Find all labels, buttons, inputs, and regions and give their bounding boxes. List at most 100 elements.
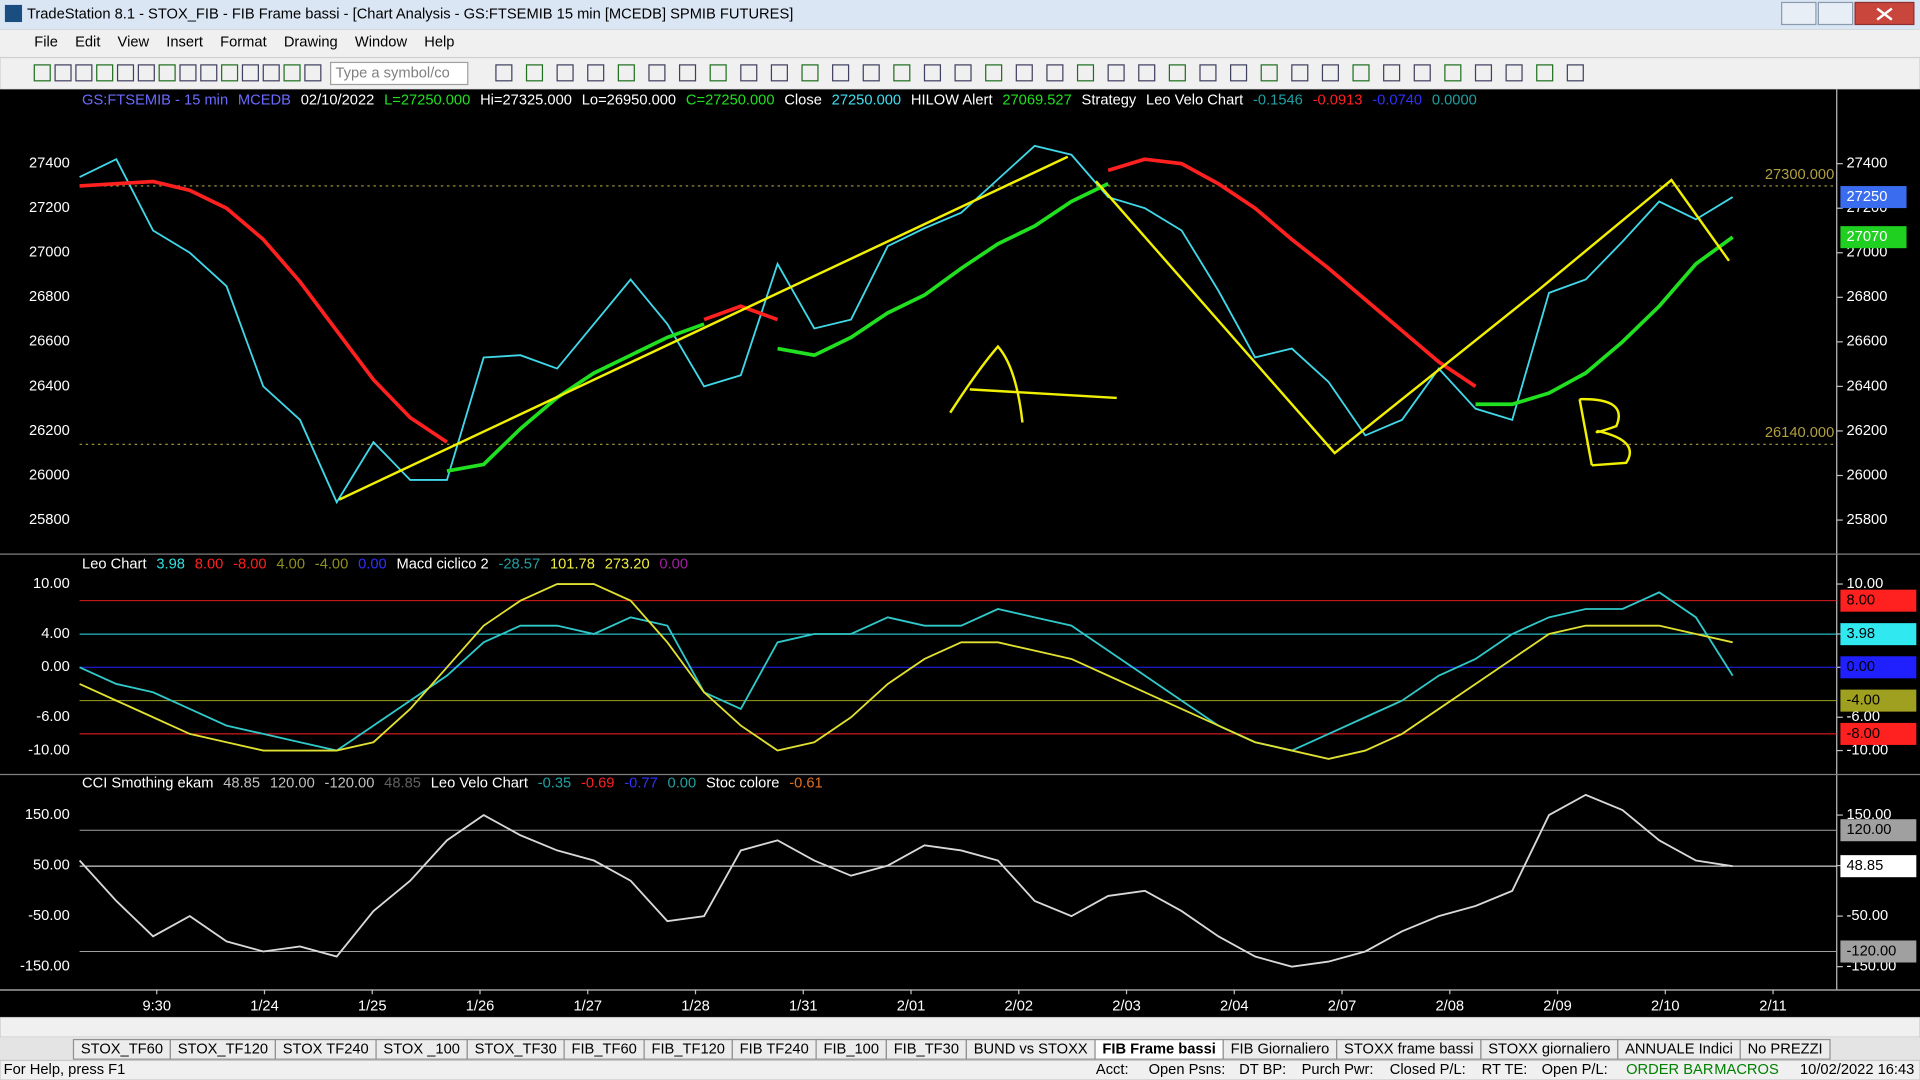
tool-icon[interactable] (954, 64, 972, 82)
tool-icon[interactable] (923, 64, 942, 82)
tool-icon[interactable] (1260, 64, 1278, 82)
minimize-button[interactable] (1781, 1, 1817, 26)
time-label: 1/27 (573, 998, 602, 1014)
tool-icon[interactable] (1413, 64, 1431, 82)
panel-header-item: 48.85 (384, 776, 421, 792)
tab-label: STOX _100 (383, 1041, 459, 1057)
tool-icon[interactable] (1230, 64, 1248, 82)
panel-header-item: -0.69 (581, 776, 614, 792)
tool-icon[interactable] (678, 64, 697, 82)
tool-icon[interactable] (617, 64, 635, 82)
tabs: STOX_TF60 STOX_TF120 STOX TF240 STOX _100 ST… (72, 1038, 1831, 1060)
tool-icon[interactable] (137, 64, 155, 82)
tool-icon[interactable] (587, 64, 605, 82)
price-tag-label: 27070 (1847, 229, 1888, 245)
tab[interactable] (1739, 1038, 1831, 1060)
tool-icon[interactable] (1168, 64, 1186, 82)
tool-icon[interactable] (648, 64, 666, 82)
y-tick-label-right: 27000 (1847, 245, 1888, 261)
tool-icon[interactable] (862, 64, 880, 82)
tool-icon[interactable] (283, 64, 301, 82)
tool-icon[interactable] (1291, 64, 1309, 82)
tool-icon[interactable] (158, 64, 176, 82)
time-label: 2/10 (1651, 998, 1680, 1014)
tool-icon[interactable] (709, 64, 727, 82)
tool-icon[interactable] (740, 64, 758, 82)
panel-header-item: 0.0000 (1432, 92, 1477, 108)
y-tick-label: 150.00 (25, 807, 70, 823)
tool-icon[interactable] (96, 64, 114, 82)
scrollbar[interactable] (0, 1016, 1920, 1038)
tool-icon[interactable] (770, 64, 788, 82)
tool-icon[interactable] (801, 64, 819, 82)
status-field: Open Psns: (1149, 1062, 1226, 1078)
tool-icon[interactable] (1046, 64, 1064, 82)
tool-icon[interactable] (1352, 64, 1370, 82)
menu-item[interactable]: Format (220, 35, 267, 51)
menu-item[interactable]: Help (424, 35, 454, 51)
tool-icon[interactable] (1474, 64, 1493, 82)
tool-icon[interactable] (495, 64, 513, 82)
status-fields: Acct: Open Psns: DT BP: Purch Pwr: Closed P/… (1096, 1062, 1608, 1078)
y-tick-label: 26000 (29, 467, 70, 483)
tool-icon[interactable] (525, 64, 544, 82)
tool-icon[interactable] (1076, 64, 1095, 82)
tool-icon[interactable] (556, 64, 574, 82)
menu-item[interactable]: Insert (166, 35, 203, 51)
title-bar (0, 0, 1920, 30)
panel-header-item: CCI Smothing ekam (82, 776, 213, 792)
tool-icon[interactable] (33, 64, 51, 82)
tool-icon[interactable] (1015, 64, 1033, 82)
tool-icon[interactable] (1138, 64, 1156, 82)
tool-icon[interactable] (1566, 64, 1584, 82)
tool-icon[interactable] (1505, 64, 1523, 82)
macros[interactable]: MACROS (1714, 1062, 1779, 1078)
tab-label: STOXX frame bassi (1344, 1041, 1474, 1057)
panel-header-item: 02/10/2022 (301, 92, 375, 108)
tool-icon[interactable] (241, 64, 259, 82)
order-bar[interactable]: ORDER BAR (1626, 1062, 1713, 1078)
tool-icon[interactable] (832, 64, 850, 82)
tool-icon[interactable] (179, 64, 197, 82)
tool-icon[interactable] (1107, 64, 1125, 82)
tool-icon[interactable] (1444, 64, 1462, 82)
tool-icon[interactable] (893, 64, 911, 82)
panel-header-item: L=27250.000 (384, 92, 470, 108)
tool-icon[interactable] (985, 64, 1003, 82)
tool-icon[interactable] (200, 64, 218, 82)
tool-icon[interactable] (304, 64, 322, 82)
panel-header-item: -28.57 (499, 556, 541, 572)
tool-icon[interactable] (1536, 64, 1554, 82)
panel-header-item: 27250.000 (832, 92, 901, 108)
price-tag (1840, 226, 1907, 249)
tool-icon[interactable] (262, 64, 280, 82)
menu-item[interactable]: Edit (75, 35, 100, 51)
menu-item[interactable]: View (118, 35, 150, 51)
tool-icon[interactable] (54, 64, 72, 82)
tab-label: FIB Frame bassi (1102, 1041, 1215, 1057)
tool-icon[interactable] (116, 64, 135, 82)
tool-icon[interactable] (1199, 64, 1217, 82)
tool-icon[interactable] (75, 64, 93, 82)
panel-header-item: -0.35 (538, 776, 571, 792)
panel-header-item: 0.00 (358, 556, 387, 572)
maximize-button[interactable] (1817, 1, 1854, 26)
y-tick-label: -150.00 (20, 959, 70, 975)
y-tick-label-right: -6.00 (1847, 709, 1880, 725)
tool-icon[interactable] (221, 64, 239, 82)
menu-item[interactable]: File (34, 35, 58, 51)
menu-item[interactable]: Drawing (284, 35, 338, 51)
series-line (79, 144, 1734, 505)
tool-icon[interactable] (1321, 64, 1339, 82)
symbol-input[interactable] (330, 61, 469, 86)
menu-item[interactable]: Window (355, 35, 408, 51)
panel-header-item: C=27250.000 (686, 92, 775, 108)
level-tag-label: -4.00 (1847, 692, 1880, 708)
close-icon (1876, 7, 1893, 21)
price-tag (1840, 186, 1907, 209)
level-tag-label: -120.00 (1847, 943, 1897, 959)
panel-header-item: Leo Chart (82, 556, 147, 572)
time-label: 2/02 (1004, 998, 1033, 1014)
tool-icon[interactable] (1383, 64, 1401, 82)
